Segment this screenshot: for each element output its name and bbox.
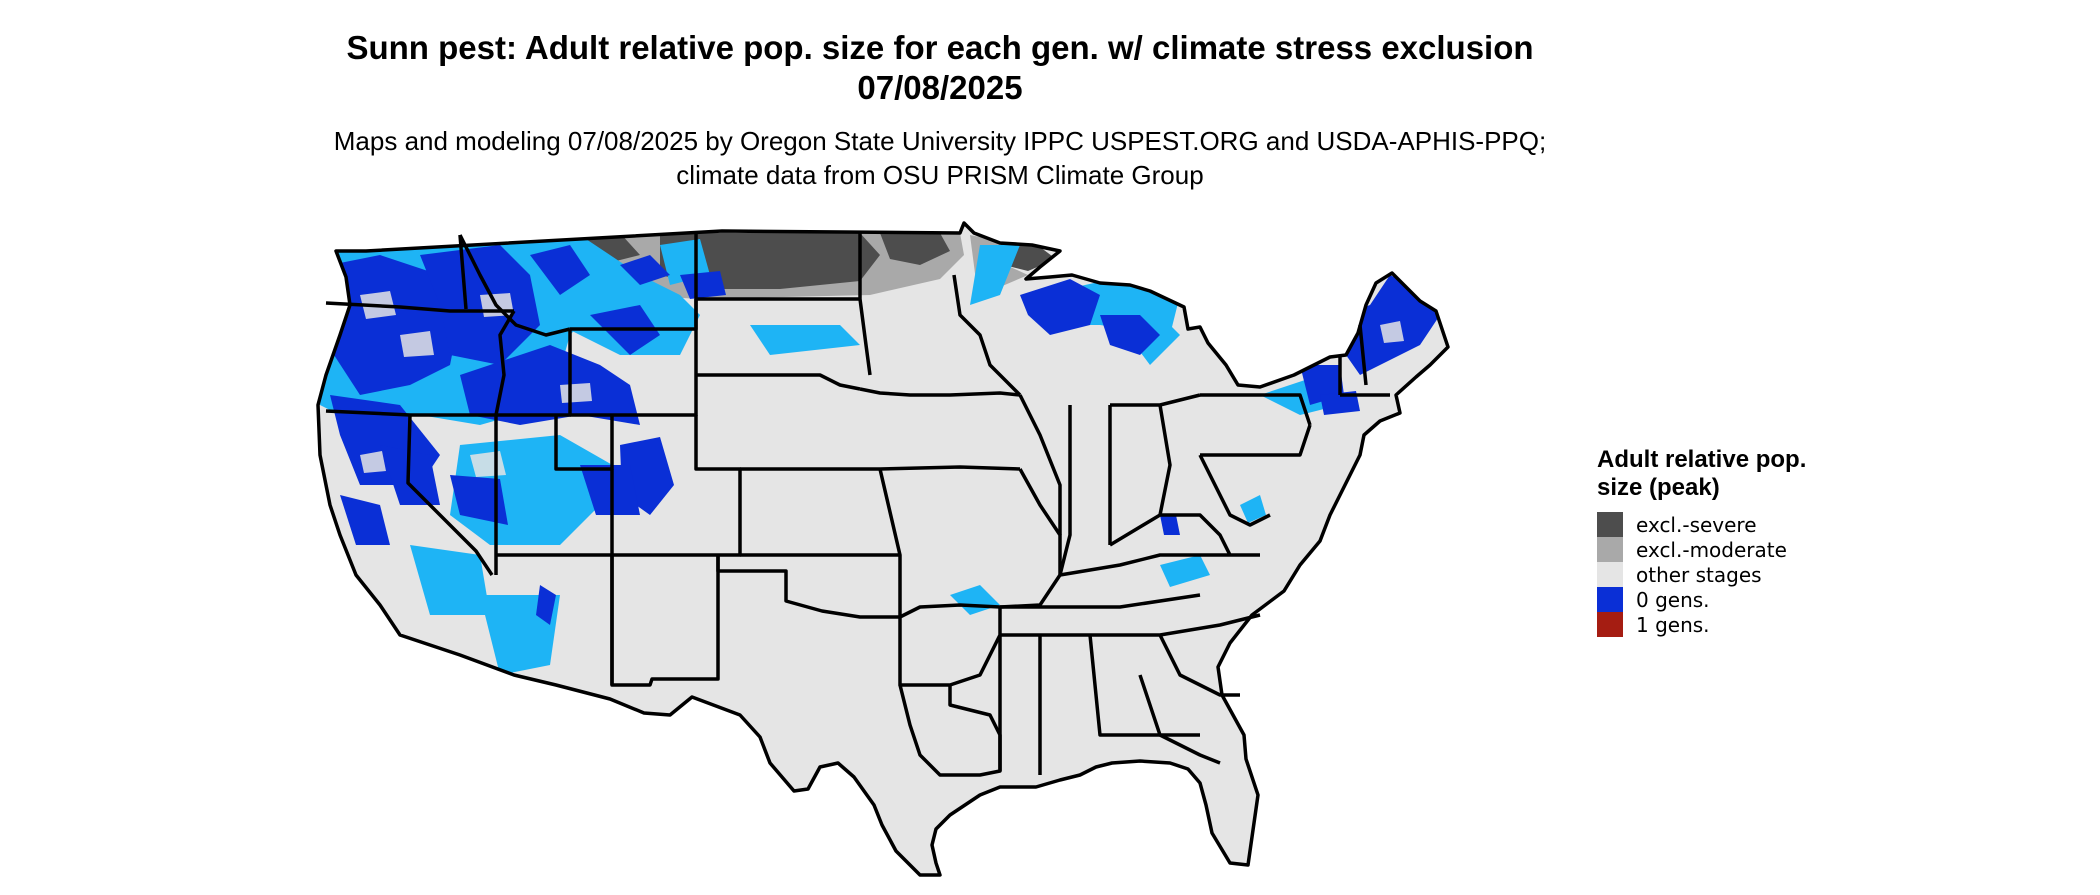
legend-label: 1 gens.: [1636, 612, 1710, 637]
legend-item-1-gens: 1 gens.: [1597, 612, 1897, 637]
legend-item-0-gens: 0 gens.: [1597, 587, 1897, 612]
legend-label: 0 gens.: [1636, 587, 1710, 612]
legend-item-excl-moderate: excl.-moderate: [1597, 537, 1897, 562]
legend-swatch: [1597, 562, 1623, 587]
legend-swatch: [1597, 587, 1623, 612]
chart-title: Sunn pest: Adult relative pop. size for …: [346, 29, 1534, 106]
chart-subtitle: Maps and modeling 07/08/2025 by Oregon S…: [333, 126, 1547, 190]
data-layer: [320, 233, 1440, 675]
blue-areas: [330, 245, 1440, 625]
legend-label: excl.-severe: [1636, 512, 1757, 537]
legend-item-excl-severe: excl.-severe: [1597, 512, 1897, 537]
legend-title: Adult relative pop. size (peak): [1597, 446, 1807, 501]
map-legend: Adult relative pop. size (peak) excl.-se…: [1597, 446, 1897, 637]
legend-label: excl.-moderate: [1636, 537, 1787, 562]
us-map: [316, 221, 1450, 877]
legend-item-other-stages: other stages: [1597, 562, 1897, 587]
legend-swatch: [1597, 512, 1623, 537]
legend-swatch: [1597, 612, 1623, 637]
state-borders: [316, 221, 1450, 877]
legend-label: other stages: [1636, 562, 1762, 587]
legend-swatch: [1597, 537, 1623, 562]
excl-severe-area: [560, 233, 950, 289]
